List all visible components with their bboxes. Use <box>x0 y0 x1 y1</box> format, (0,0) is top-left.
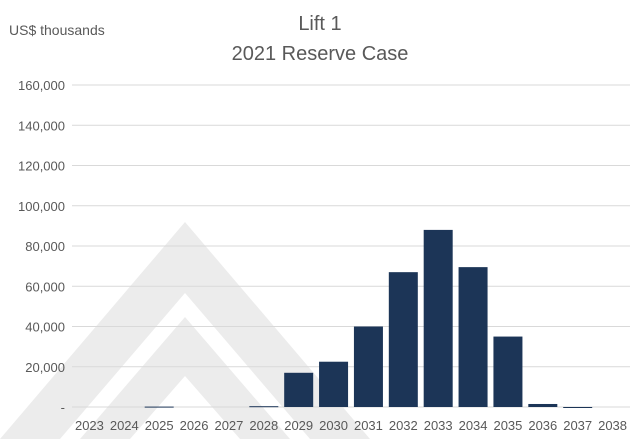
bar <box>319 361 349 407</box>
y-tick-label: - <box>61 400 65 415</box>
y-tick-label: 40,000 <box>25 320 65 335</box>
x-tick-label: 2028 <box>249 418 278 433</box>
bar <box>493 336 523 407</box>
bar <box>458 267 488 407</box>
y-tick-label: 60,000 <box>25 279 65 294</box>
x-tick-label: 2030 <box>319 418 348 433</box>
bar <box>284 372 314 407</box>
x-tick-label: 2027 <box>214 418 243 433</box>
x-tick-label: 2032 <box>389 418 418 433</box>
x-tick-label: 2033 <box>424 418 453 433</box>
y-axis-unit-label: US$ thousands <box>9 22 105 38</box>
bar <box>144 406 174 408</box>
x-tick-label: 2029 <box>284 418 313 433</box>
x-tick-label: 2036 <box>528 418 557 433</box>
x-tick-label: 2038 <box>598 418 627 433</box>
x-tick-label: 2023 <box>75 418 104 433</box>
bar <box>423 229 453 407</box>
x-tick-label: 2026 <box>180 418 209 433</box>
bar <box>563 407 593 408</box>
bar <box>528 403 558 407</box>
watermark-logo <box>0 222 370 439</box>
y-tick-label: 140,000 <box>18 118 65 133</box>
y-tick-label: 160,000 <box>18 78 65 93</box>
x-tick-label: 2037 <box>563 418 592 433</box>
bar <box>353 326 383 407</box>
x-tick-label: 2024 <box>110 418 139 433</box>
y-tick-label: 80,000 <box>25 239 65 254</box>
x-tick-label: 2034 <box>459 418 488 433</box>
y-tick-label: 20,000 <box>25 360 65 375</box>
x-tick-label: 2035 <box>493 418 522 433</box>
x-tick-label: 2025 <box>145 418 174 433</box>
bar <box>249 406 279 408</box>
bar <box>388 272 418 407</box>
y-tick-label: 100,000 <box>18 199 65 214</box>
chart-title: Lift 1 <box>298 13 342 35</box>
y-tick-label: 120,000 <box>18 159 65 174</box>
chart-subtitle: 2021 Reserve Case <box>231 43 409 65</box>
x-tick-label: 2031 <box>354 418 383 433</box>
